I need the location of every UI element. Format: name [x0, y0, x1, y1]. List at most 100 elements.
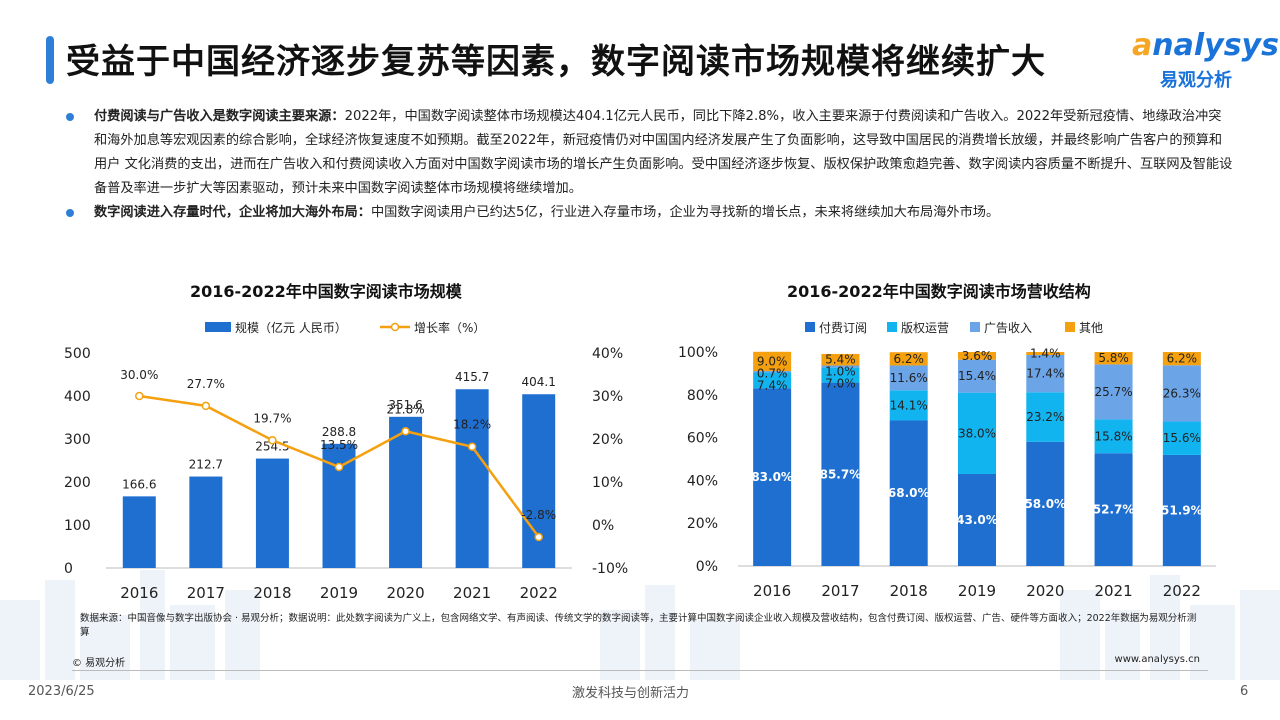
- legend-swatch: [1065, 322, 1075, 332]
- analysys-logo: analysys 易观分析: [1132, 28, 1279, 92]
- segment-label: 43.0%: [956, 513, 998, 527]
- bar: [189, 476, 223, 568]
- footer-divider: [72, 670, 1208, 671]
- segment-label: 15.4%: [958, 369, 996, 383]
- x-tick-label: 2017: [821, 582, 859, 600]
- y-right-tick-label: 0%: [592, 518, 614, 534]
- segment-label: 52.7%: [1093, 503, 1135, 517]
- x-tick-label: 2016: [120, 584, 158, 602]
- bar-value-label: 415.7: [455, 370, 489, 384]
- y-right-tick-label: -10%: [592, 561, 628, 577]
- stack-segment: [1094, 364, 1133, 420]
- segment-label: 15.6%: [1163, 431, 1201, 445]
- growth-label: -2.8%: [521, 508, 556, 522]
- bullet-text: 2022年，中国数字阅读整体市场规模达404.1亿元人民币，同比下降2.8%，收…: [94, 109, 1233, 196]
- bullet-list: 付费阅读与广告收入是数字阅读主要来源：2022年，中国数字阅读整体市场规模达40…: [64, 105, 1234, 225]
- chart1-title: 2016-2022年中国数字阅读市场规模: [190, 282, 462, 301]
- x-tick-label: 2018: [890, 582, 928, 600]
- title-accent-bar: [46, 36, 54, 84]
- segment-label: 7.4%: [757, 378, 788, 392]
- bullet-text: 中国数字阅读用户已约达5亿，行业进入存量市场，企业为寻找新的增长点，未来将继续加…: [370, 205, 1000, 220]
- stack-segment: [958, 473, 996, 566]
- x-tick-label: 2019: [958, 582, 996, 600]
- x-tick-label: 2021: [453, 584, 491, 602]
- stack-segment: [1094, 352, 1133, 365]
- growth-point: [201, 401, 211, 411]
- growth-label: 18.2%: [453, 418, 491, 432]
- growth-point: [534, 532, 543, 542]
- stack-segment: [753, 372, 792, 389]
- bullet-heading: 付费阅读与广告收入是数字阅读主要来源：: [94, 109, 345, 124]
- growth-point: [467, 442, 477, 451]
- website-link[interactable]: www.analysys.cn: [1114, 654, 1200, 665]
- y-tick-label: 80%: [687, 388, 718, 404]
- legend-swatch: [805, 322, 815, 332]
- bar: [122, 496, 156, 568]
- data-source-note: 数据来源：中国音像与数字出版协会 · 易观分析；数据说明：此处数字阅读为广义上，…: [80, 613, 1197, 638]
- logo-cn: 易观分析: [1160, 70, 1232, 91]
- segment-label: 1.4%: [1030, 346, 1061, 360]
- stack-segment: [1026, 392, 1065, 442]
- y-tick-label: 20%: [687, 516, 718, 532]
- stack-segment: [1026, 354, 1065, 393]
- segment-label: 9.0%: [757, 354, 788, 368]
- growth-point: [268, 436, 277, 445]
- chart2-title: 2016-2022年中国数字阅读市场营收结构: [787, 282, 1091, 301]
- bar-value-label: 288.8: [322, 425, 356, 439]
- x-tick-label: 2019: [320, 584, 358, 602]
- stack-segment: [821, 365, 860, 368]
- y-tick-label: 100%: [678, 345, 718, 361]
- segment-label: 0.7%: [757, 366, 788, 380]
- stack-segment: [821, 353, 860, 366]
- legend-label: 其他: [1079, 321, 1103, 335]
- growth-point: [334, 462, 344, 472]
- stack-segment: [753, 371, 792, 373]
- segment-label: 3.6%: [962, 349, 993, 363]
- stack-segment: [1162, 454, 1201, 566]
- stack-segment: [958, 392, 996, 474]
- bullet-dot: [66, 209, 74, 217]
- bar: [389, 416, 423, 568]
- y-right-tick-label: 30%: [592, 389, 623, 405]
- stack-segment: [889, 352, 928, 366]
- y-right-tick-label: 10%: [592, 475, 623, 491]
- x-tick-label: 2020: [1026, 582, 1064, 600]
- y-left-tick-label: 200: [64, 475, 91, 491]
- y-tick-label: 60%: [687, 431, 718, 447]
- skyline-background: [0, 570, 1280, 680]
- legend-label: 版权运营: [901, 321, 949, 335]
- stack-segment: [821, 382, 860, 566]
- stack-segment: [958, 359, 996, 393]
- segment-label: 5.8%: [1098, 351, 1129, 365]
- stack-segment: [1094, 453, 1133, 566]
- segment-label: 26.3%: [1163, 386, 1201, 400]
- growth-point: [401, 427, 410, 436]
- bar-value-label: 351.6: [388, 398, 422, 412]
- x-tick-label: 2022: [1163, 582, 1201, 600]
- segment-label: 83.0%: [751, 470, 793, 484]
- y-right-tick-label: 40%: [592, 346, 623, 362]
- stack-segment: [821, 367, 860, 383]
- logo-wordmark: analysys: [1132, 28, 1279, 63]
- growth-label: 19.7%: [253, 411, 291, 425]
- logo-wordmark-a: a: [1132, 28, 1153, 63]
- stack-segment: [753, 351, 792, 372]
- segment-label: 17.4%: [1026, 367, 1064, 381]
- revenue-structure-chart: 付费订阅 版权运营 广告收入 其他 0% 20% 40% 60% 80% 100% 2016 2017…: [678, 321, 1216, 600]
- segment-label: 15.8%: [1095, 429, 1133, 443]
- x-tick-label: 2017: [187, 584, 225, 602]
- y-left-tick-label: 400: [64, 389, 91, 405]
- growth-label: 30.0%: [120, 368, 158, 382]
- copyright: © 易观分析: [72, 658, 126, 669]
- bullet-item: 数字阅读进入存量时代，企业将加大海外布局：中国数字阅读用户已约达5亿，行业进入存…: [64, 201, 1234, 225]
- segment-label: 68.0%: [888, 486, 930, 500]
- segment-label: 11.6%: [890, 371, 928, 385]
- segment-label: 6.2%: [893, 352, 924, 366]
- y-tick-label: 0%: [696, 559, 718, 575]
- segment-label: 7.0%: [825, 377, 856, 391]
- bar: [255, 458, 289, 568]
- growth-label: 27.7%: [187, 377, 225, 391]
- stack-segment: [1162, 421, 1201, 455]
- segment-label: 38.0%: [958, 426, 996, 440]
- growth-point: [135, 391, 144, 401]
